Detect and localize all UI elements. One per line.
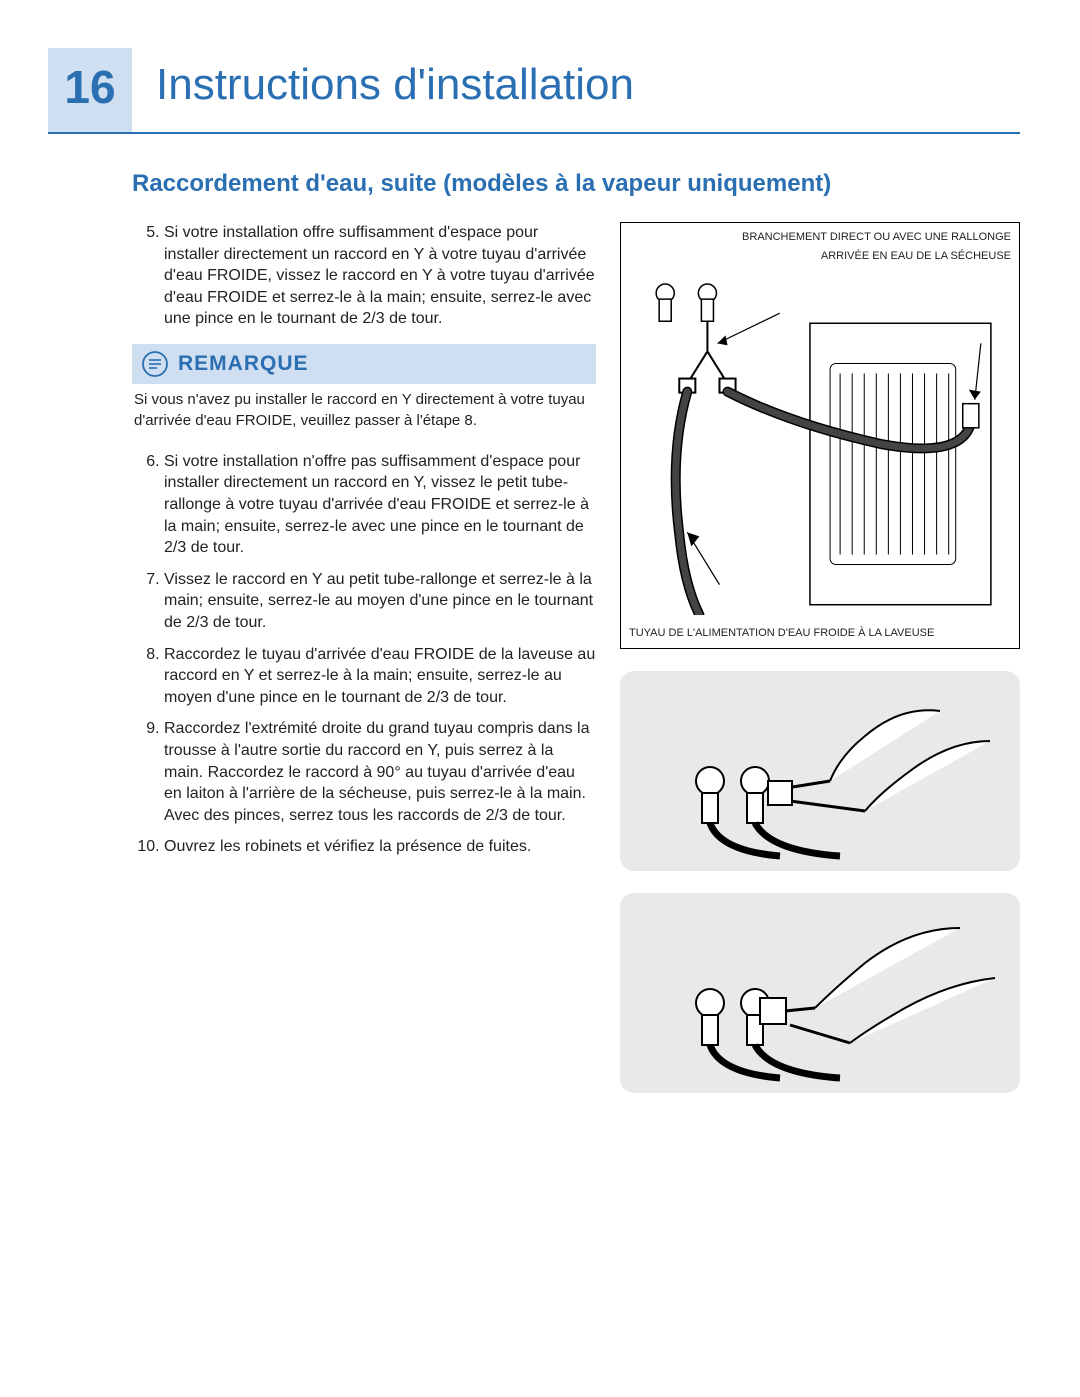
pliers-illustration-2: [640, 903, 1000, 1083]
note-box: REMARQUE Si vous n'avez pu installer le …: [132, 344, 596, 437]
page-number: 16: [48, 48, 132, 132]
page-header: 16 Instructions d'installation: [48, 48, 1020, 134]
right-column: BRANCHEMENT DIRECT OU AVEC UNE RALLONGE …: [620, 222, 1020, 1115]
note-body: Si vous n'avez pu installer le raccord e…: [132, 384, 596, 437]
page-title: Instructions d'installation: [132, 48, 634, 132]
photo-pliers-1: [620, 671, 1020, 871]
diagram-label-bottom: TUYAU DE L'ALIMENTATION D'EAU FROIDE À L…: [629, 627, 1011, 640]
step-item: Si votre installation n'offre pas suffis…: [164, 451, 596, 559]
section-title: Raccordement d'eau, suite (modèles à la …: [132, 170, 1020, 198]
left-column: Si votre installation offre suffisamment…: [132, 222, 596, 1115]
diagram-label-top: BRANCHEMENT DIRECT OU AVEC UNE RALLONGE: [629, 231, 1011, 244]
step-item: Raccordez le tuyau d'arrivée d'eau FROID…: [164, 644, 596, 709]
photo-pliers-2: [620, 893, 1020, 1093]
diagram-label-mid: ARRIVÉE EN EAU DE LA SÉCHEUSE: [629, 250, 1011, 263]
page: 16 Instructions d'installation Raccordem…: [0, 0, 1080, 1175]
left-margin: [48, 134, 132, 1115]
step-item: Vissez le raccord en Y au petit tube-ral…: [164, 569, 596, 634]
content-area: Raccordement d'eau, suite (modèles à la …: [132, 134, 1020, 1115]
step-item: Raccordez l'extrémité droite du grand tu…: [164, 718, 596, 826]
note-header: REMARQUE: [132, 344, 596, 384]
step-item: Si votre installation offre suffisamment…: [164, 222, 596, 330]
hose-diagram: [629, 273, 1011, 615]
step-item: Ouvrez les robinets et vérifiez la prése…: [164, 836, 596, 858]
columns: Si votre installation offre suffisamment…: [132, 222, 1020, 1115]
note-icon: [142, 351, 168, 377]
note-title: REMARQUE: [178, 350, 309, 378]
diagram-box: BRANCHEMENT DIRECT OU AVEC UNE RALLONGE …: [620, 222, 1020, 649]
steps-list-1: Si votre installation offre suffisamment…: [132, 222, 596, 330]
steps-list-2: Si votre installation n'offre pas suffis…: [132, 451, 596, 858]
pliers-illustration-1: [640, 681, 1000, 861]
page-body: Raccordement d'eau, suite (modèles à la …: [48, 134, 1020, 1115]
